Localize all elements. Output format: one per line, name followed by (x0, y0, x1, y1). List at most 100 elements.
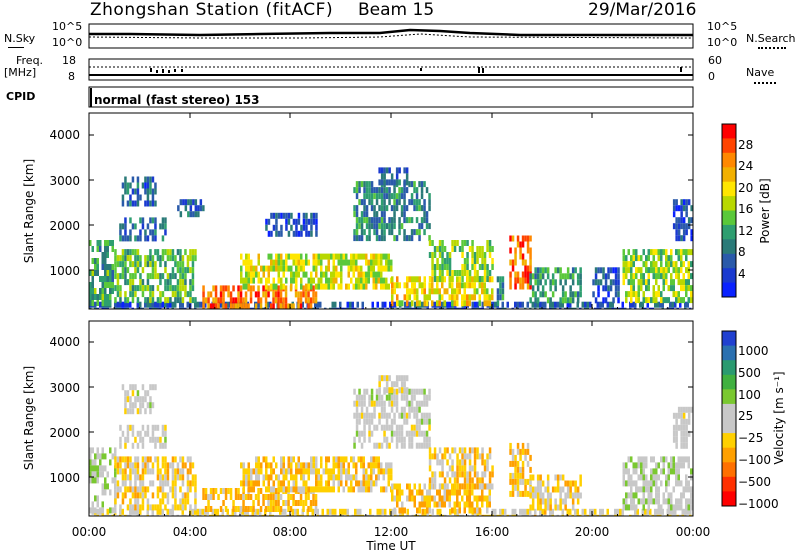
power-cell (441, 307, 444, 309)
power-cell (109, 282, 112, 288)
power-cell (319, 301, 322, 308)
power-cell (375, 187, 379, 194)
power-cell (109, 240, 112, 246)
velocity-cell (244, 514, 247, 516)
vel-cbar-tick-25: 25 (738, 409, 753, 423)
velocity-cell (365, 468, 368, 475)
power-colorbar-swatch (722, 282, 736, 298)
power-cell (382, 253, 385, 260)
velocity-cell (453, 471, 457, 478)
power-cell (106, 282, 109, 288)
velocity-cell (345, 456, 348, 463)
velocity-cell (189, 456, 192, 463)
velocity-cell (682, 486, 685, 493)
power-cell (184, 249, 187, 256)
velocity-cell (126, 424, 130, 431)
power-cell (665, 297, 668, 304)
velocity-cell (415, 424, 419, 431)
velocity-cell (126, 456, 130, 463)
power-cell (383, 199, 386, 206)
power-cell (363, 187, 366, 194)
power-cell (398, 229, 401, 236)
power-cell (672, 211, 676, 218)
power-cell (119, 223, 122, 230)
velocity-cell (428, 501, 431, 508)
power-cell (629, 307, 632, 309)
velocity-cell (126, 408, 130, 415)
velocity-cell (529, 492, 532, 499)
velocity-cell (96, 477, 99, 484)
velocity-cell (642, 474, 645, 481)
power-cell (566, 273, 570, 280)
power-cell (351, 307, 354, 309)
velocity-cell (373, 442, 376, 449)
velocity-cell (453, 501, 456, 508)
power-cell (461, 276, 464, 282)
power-cell (581, 301, 584, 308)
velocity-cell (675, 412, 678, 419)
power-cell (519, 253, 522, 260)
velocity-cell (156, 504, 160, 511)
velocity-cell (365, 480, 368, 487)
power-cell (124, 235, 127, 242)
power-cell (362, 253, 365, 260)
velocity-cell (144, 462, 147, 469)
velocity-cell (529, 486, 532, 493)
velocity-cell (511, 514, 514, 516)
velocity-cell (320, 462, 323, 469)
power-cell (473, 282, 476, 289)
power-cell (114, 267, 117, 274)
velocity-cell (194, 474, 197, 481)
power-cell (345, 259, 348, 266)
power-cell (594, 273, 598, 280)
velocity-cell (675, 462, 678, 469)
power-cell (121, 194, 125, 201)
power-cell (222, 291, 225, 298)
velocity-cell (488, 495, 491, 502)
power-cell (353, 205, 356, 212)
velocity-cell (247, 468, 250, 475)
velocity-cell (214, 508, 217, 515)
velocity-cell (486, 453, 489, 460)
velocity-cell (561, 486, 565, 493)
velocity-cell (451, 489, 454, 496)
power-cell (365, 277, 368, 284)
power-cell (483, 294, 486, 301)
velocity-cell (546, 498, 550, 505)
power-cell (630, 297, 633, 304)
power-cell (453, 240, 457, 246)
power-cell (357, 271, 360, 278)
velocity-cell (481, 489, 484, 496)
power-cell (365, 187, 369, 194)
power-cell (627, 279, 630, 286)
power-cell (194, 199, 198, 206)
velocity-cell (400, 387, 404, 394)
velocity-cell (372, 468, 375, 475)
xtick-0000-end: 00:00 (676, 525, 711, 539)
power-cell (370, 193, 374, 200)
power-cell (611, 301, 614, 308)
velocity-cell (441, 465, 444, 472)
power-cell (114, 273, 117, 280)
power-cell (473, 288, 476, 295)
power-cell (466, 270, 469, 276)
velocity-cell (129, 480, 132, 487)
power-cell (388, 229, 391, 236)
power-cell (660, 261, 663, 268)
power-cell (247, 283, 250, 290)
velocity-cell (456, 459, 459, 466)
power-cell (297, 212, 301, 219)
power-cell (234, 297, 238, 304)
power-cell (373, 211, 376, 218)
power-cell (425, 211, 429, 218)
velocity-cell (604, 514, 607, 516)
velocity-cell (574, 492, 577, 499)
velocity-cell (354, 514, 357, 516)
power-cell (438, 240, 442, 246)
power-cell (282, 212, 286, 219)
velocity-colorbar-swatch (722, 491, 736, 507)
power-cell (665, 267, 668, 274)
power-cell (375, 253, 378, 260)
velocity-cell (632, 480, 635, 487)
velocity-cell (446, 483, 449, 490)
